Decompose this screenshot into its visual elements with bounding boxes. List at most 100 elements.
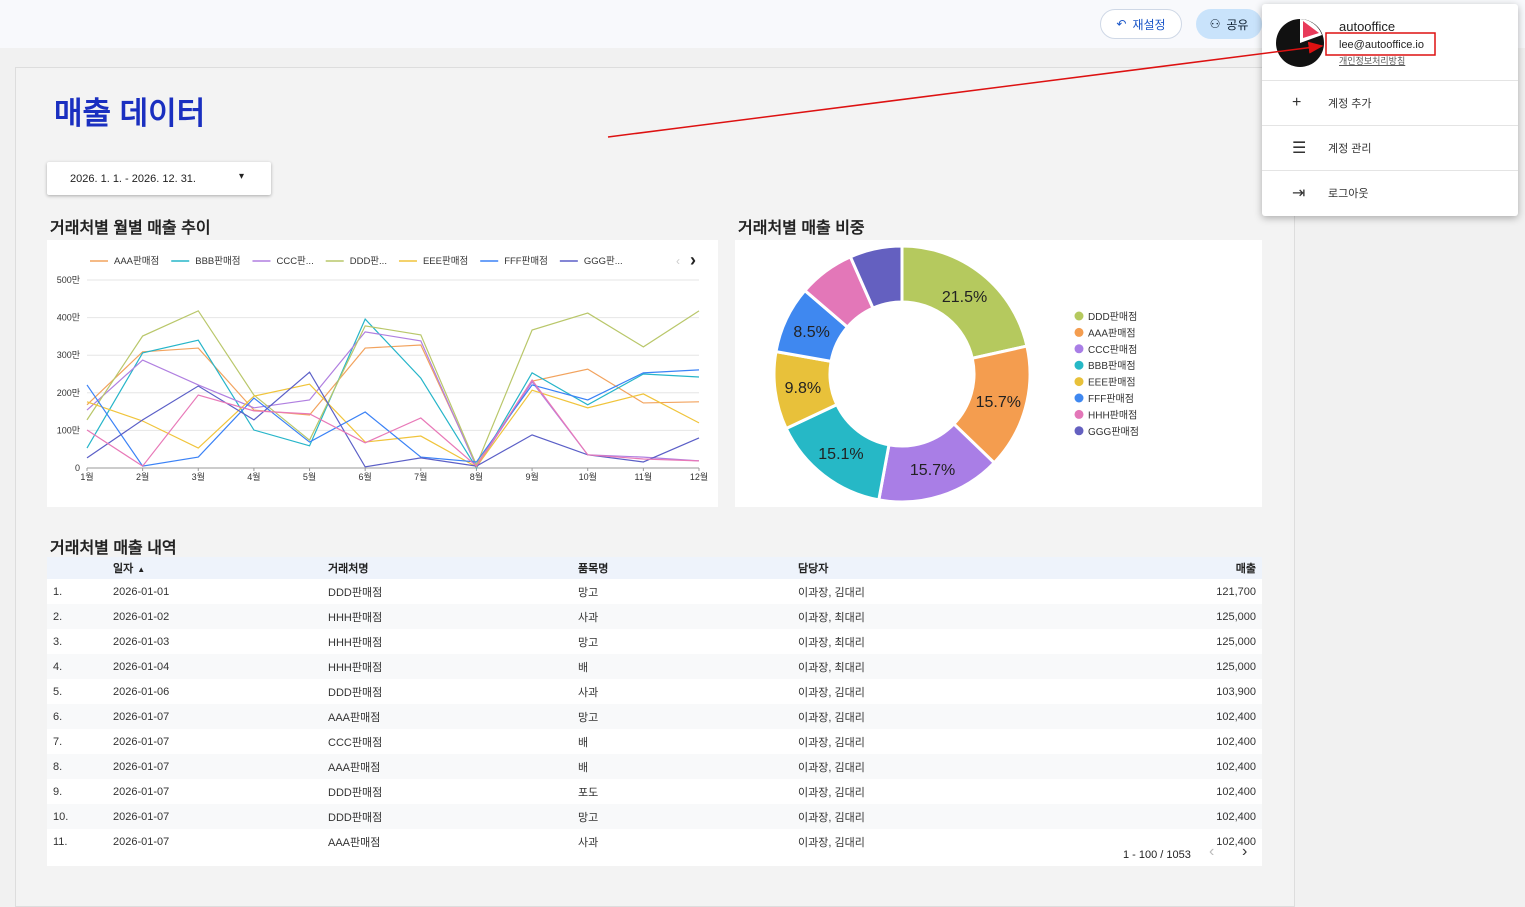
add-icon: +	[1292, 94, 1302, 111]
x-tick-label: 10월	[579, 471, 597, 482]
x-tick-label: 1월	[80, 471, 93, 482]
header-cell: 매출	[1132, 557, 1262, 579]
table-cell: 2026-01-07	[107, 704, 322, 729]
slice-label: 8.5%	[793, 324, 829, 341]
legend-label: FFF판매점	[1088, 393, 1134, 405]
date-range-text: 2026. 1. 1. - 2026. 12. 31.	[70, 172, 196, 185]
table-row: 3. 2026-01-03 HHH판매점 망고 이과장, 최대리 125,000	[47, 629, 1262, 654]
table-cell: 1.	[53, 585, 63, 598]
table-cell: 이과장, 최대리	[792, 654, 1132, 679]
header-row: 일자 ▲ 거래처명 품목명 담당자 매출	[47, 557, 1262, 579]
y-tick-label: 300만	[57, 350, 80, 360]
table-body: 1. 2026-01-01 DDD판매점 망고 이과장, 김대리 121,700 2. 202…	[47, 579, 1262, 854]
y-tick-label: 500만	[57, 275, 80, 285]
table-cell: 망고	[572, 704, 792, 729]
table-row: 2. 2026-01-02 HHH판매점 사과 이과장, 최대리 125,000	[47, 604, 1262, 629]
reset-button[interactable]: ↶ 재설정	[1100, 9, 1182, 39]
table-cell: 2026-01-07	[113, 785, 170, 798]
avatar	[1276, 19, 1324, 67]
table-cell: 102,400	[1216, 785, 1256, 798]
share-button[interactable]: ⚇ 공유	[1196, 9, 1262, 39]
table-cell: 7.	[53, 735, 63, 748]
menu-item[interactable]: ⇥ 로그아웃	[1262, 170, 1518, 215]
pie-slice	[848, 244, 904, 311]
table-row: 1. 2026-01-01 DDD판매점 망고 이과장, 김대리 121,700	[47, 579, 1262, 604]
legend-label: AAA판매점	[114, 255, 159, 267]
table-cell: 배	[572, 754, 792, 779]
line-chart: ‹ › 0 100만 200만 300만 400만 500만 1월 2월 3월 4월 5월 6월 7월 8…	[47, 240, 718, 507]
account-menu: autooffice lee@autooffice.io 개인정보처리방침 + 계…	[1262, 4, 1518, 216]
series-line	[86, 369, 700, 467]
table-cell: 2026-01-01	[113, 585, 170, 598]
menu-item[interactable]: ☰ 계정 관리	[1262, 125, 1518, 170]
legend-swatch	[1074, 327, 1084, 337]
section-title: 거래처별 매출 내역	[50, 540, 177, 557]
table-cell: 102,400	[1132, 804, 1262, 829]
table-row: 11. 2026-01-07 AAA판매점 사과 이과장, 김대리 102,400	[47, 829, 1262, 854]
series-line	[86, 310, 700, 467]
menu-label: 로그아웃	[1328, 188, 1369, 200]
table-cell: 11.	[53, 835, 68, 848]
legend-label: HHH판매점	[1088, 409, 1137, 421]
legend-label: GGG판매점	[1088, 426, 1139, 438]
header-cell: 품목명	[572, 557, 792, 579]
sort-icon: ▲	[137, 565, 146, 574]
legend-prev[interactable]: ‹	[676, 254, 680, 268]
table-cell: AAA판매점	[322, 704, 572, 729]
table-cell: 이과장, 최대리	[798, 636, 865, 649]
x-tick-label: 7월	[414, 471, 427, 482]
table-cell: AAA판매점	[322, 754, 572, 779]
table-row: 10. 2026-01-07 DDD판매점 망고 이과장, 김대리 102,400	[47, 804, 1262, 829]
x-tick-label: 4월	[247, 471, 260, 482]
table-cell: 2026-01-07	[113, 835, 170, 848]
table-cell: 9.	[53, 785, 63, 798]
legend-label: DDD판매점	[1088, 311, 1137, 323]
section-title: 거래처별 매출 비중	[738, 220, 865, 237]
privacy-link[interactable]: 개인정보처리방침	[1339, 56, 1406, 66]
section-title: 거래처별 월별 매출 추이	[50, 220, 211, 237]
table-cell: 이과장, 김대리	[792, 704, 1132, 729]
legend-label: AAA판매점	[1088, 327, 1136, 339]
table-cell: 5.	[53, 685, 63, 698]
reset-icon: ↶	[1116, 17, 1127, 31]
table-row: 6. 2026-01-07 AAA판매점 망고 이과장, 김대리 102,400	[47, 704, 1262, 729]
table-cell: 125,000	[1132, 604, 1262, 629]
table-cell: 2.	[47, 604, 107, 629]
table-cell: 2026-01-07	[107, 754, 322, 779]
dropdown-caret: ▾	[239, 171, 245, 182]
legend-swatch	[1074, 377, 1084, 387]
menu-label: 계정 추가	[1328, 98, 1372, 110]
table-cell: 이과장, 김대리	[792, 754, 1132, 779]
table-cell: 이과장, 김대리	[798, 836, 865, 849]
table-cell: 2026-01-07	[113, 735, 170, 748]
series-line	[86, 331, 700, 469]
next-page[interactable]: ›	[1242, 843, 1248, 860]
table-cell: 배	[578, 736, 589, 749]
header-cell	[47, 557, 107, 579]
x-tick-label: 11월	[635, 471, 653, 482]
table-cell: 8.	[47, 754, 107, 779]
share-icon: ⚇	[1209, 17, 1221, 31]
date-range-picker[interactable]: 2026. 1. 1. - 2026. 12. 31. ▾	[47, 162, 271, 195]
header-cell: 거래처명	[322, 557, 572, 579]
table-cell: 이과장, 김대리	[792, 804, 1132, 829]
sales-table: 일자 ▲ 거래처명 품목명 담당자 매출 1. 2026-01-01 DDD판매점 망고 이과장,…	[47, 557, 1262, 866]
report-title: 매출 데이터	[54, 96, 206, 131]
legend-label: BBB판매점	[195, 255, 240, 267]
table-cell: DDD판매점	[328, 586, 383, 599]
legend-next[interactable]: ›	[690, 250, 696, 270]
menu-item[interactable]: + 계정 추가	[1262, 80, 1518, 125]
legend-swatch	[1074, 344, 1084, 354]
table-cell: AAA판매점	[328, 836, 381, 849]
y-tick-label: 0	[75, 463, 80, 473]
logout-icon: ⇥	[1292, 185, 1306, 202]
series-line	[86, 378, 700, 468]
table-cell: 2026-01-04	[107, 654, 322, 679]
table-row: 4. 2026-01-04 HHH판매점 배 이과장, 최대리 125,000	[47, 654, 1262, 679]
prev-page[interactable]: ‹	[1209, 843, 1215, 860]
legend-label: GGG판...	[584, 256, 623, 267]
table-cell: 2026-01-07	[107, 804, 322, 829]
pie-slice	[900, 244, 1029, 361]
legend-swatch	[1074, 360, 1084, 370]
legend-swatch	[1074, 393, 1084, 403]
